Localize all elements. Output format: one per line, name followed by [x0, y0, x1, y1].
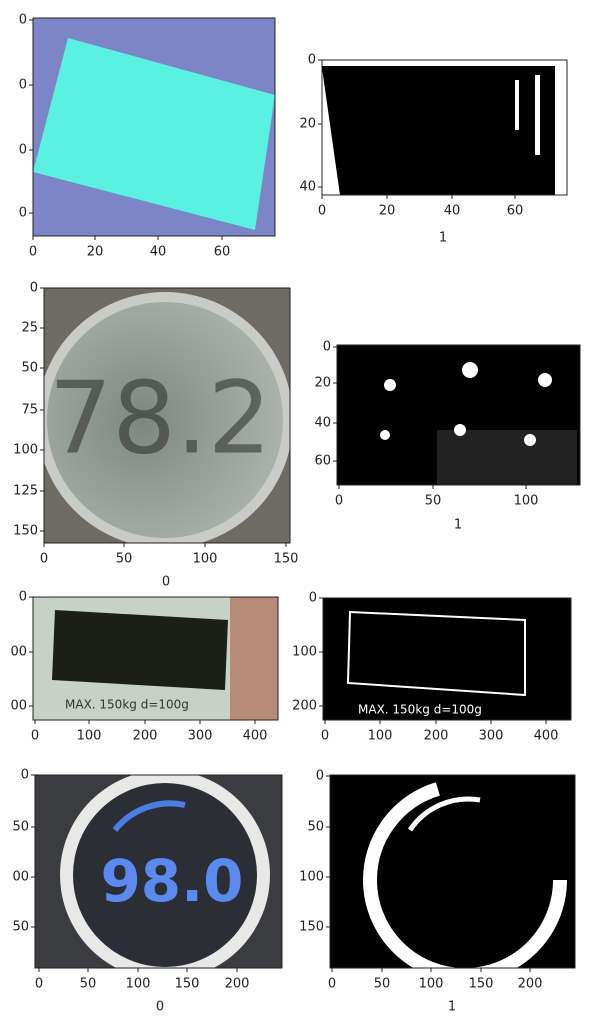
y-tick-label: 0: [19, 590, 27, 605]
x-tick-label: 0: [328, 977, 336, 992]
x-tick-label: 0: [35, 977, 43, 992]
y-tick-label: 0: [19, 13, 27, 28]
x-tick-label: 50: [425, 494, 442, 509]
x-axis-label: 0: [156, 1000, 164, 1015]
x-tick-label: 60: [214, 245, 231, 260]
x-tick-label: 50: [374, 977, 391, 992]
x-tick-label: 150: [274, 552, 299, 567]
y-tick-label: 0: [316, 769, 324, 784]
y-tick-label: 0: [19, 143, 27, 158]
image-2: [322, 60, 567, 195]
y-tick-label: 100: [299, 870, 324, 885]
y-tick-label: 40: [299, 180, 316, 195]
x-tick-label: 100: [368, 729, 393, 744]
x-tick-label: 50: [80, 977, 97, 992]
x-tick-label: 0: [40, 552, 48, 567]
axes-frame: [32, 596, 279, 721]
y-tick-label: 200: [292, 699, 317, 714]
y-tick-label: 0: [308, 53, 316, 68]
x-tick-label: 40: [150, 245, 167, 260]
image-1: [33, 18, 275, 236]
y-tick-label: 0: [30, 281, 38, 296]
images: 78.2 MAX. 150kg d=100g MAX. 150kg d=100g…: [33, 18, 580, 968]
x-axis-label: 1: [454, 518, 462, 533]
x-tick-label: 100: [419, 977, 444, 992]
y-tick-label: 00: [12, 870, 29, 885]
image-3: 78.2: [44, 288, 290, 543]
x-tick-label: 20: [379, 204, 396, 219]
y-tick-label: 100: [292, 645, 317, 660]
x-tick-label: 100: [514, 494, 539, 509]
image-digits: 78.2: [49, 359, 272, 476]
x-tick-label: 20: [87, 245, 104, 260]
x-tick-label: 100: [126, 977, 151, 992]
y-tick-label: 50: [307, 820, 324, 835]
axes-frame: [321, 59, 568, 196]
x-tick-label: 200: [518, 977, 543, 992]
y-tick-label: 150: [299, 920, 324, 935]
image-8: [330, 775, 575, 968]
image-text: MAX. 150kg d=100g: [65, 698, 189, 712]
y-tick-label: 50: [12, 820, 29, 835]
y-tick-label: 25: [21, 321, 38, 336]
y-tick-label: 40: [314, 416, 331, 431]
y-tick-label: 0: [19, 78, 27, 93]
y-tick-label: 20: [314, 376, 331, 391]
axes-frame: [32, 17, 276, 237]
x-tick-label: 300: [479, 729, 504, 744]
x-tick-label: 150: [469, 977, 494, 992]
image-digits: 98.0: [100, 847, 243, 915]
x-tick-label: 0: [29, 245, 37, 260]
x-tick-label: 300: [188, 729, 213, 744]
y-tick-label: 60: [314, 454, 331, 469]
y-tick-label: 0: [323, 340, 331, 355]
y-tick-label: 20: [299, 117, 316, 132]
image-7: 98.0: [35, 775, 282, 968]
image-6: MAX. 150kg d=100g: [323, 598, 571, 720]
image-5: MAX. 150kg d=100g: [33, 597, 278, 720]
x-tick-label: 400: [243, 729, 268, 744]
y-tick-label: 75: [21, 403, 38, 418]
x-tick-label: 100: [193, 552, 218, 567]
x-axis-label: 1: [439, 231, 447, 246]
x-tick-label: 0: [321, 729, 329, 744]
y-tick-label: 125: [13, 484, 38, 499]
x-axis-label: 0: [162, 575, 170, 590]
x-tick-label: 0: [335, 494, 343, 509]
axes-frame: [322, 597, 572, 721]
axes-frame: [329, 774, 576, 969]
axes-frame: [336, 344, 581, 486]
y-tick-label: 0: [21, 768, 29, 783]
x-tick-label: 60: [507, 204, 524, 219]
x-tick-label: 400: [534, 729, 559, 744]
x-tick-label: 200: [225, 977, 250, 992]
x-tick-label: 100: [77, 729, 102, 744]
y-tick-label: 0: [309, 591, 317, 606]
y-tick-label: 50: [21, 361, 38, 376]
x-tick-label: 150: [175, 977, 200, 992]
x-tick-label: 50: [116, 552, 133, 567]
image-text: MAX. 150kg d=100g: [358, 703, 482, 717]
x-tick-label: 200: [133, 729, 158, 744]
x-axis-label: 1: [448, 1000, 456, 1015]
x-tick-label: 40: [444, 204, 461, 219]
x-tick-label: 0: [318, 204, 326, 219]
y-tick-label: 100: [13, 443, 38, 458]
x-tick-label: 0: [31, 729, 39, 744]
y-tick-label: 00: [10, 699, 27, 714]
y-tick-label: 0: [19, 206, 27, 221]
axes-frame: [34, 774, 283, 969]
y-tick-label: 00: [10, 645, 27, 660]
x-tick-label: 200: [424, 729, 449, 744]
y-tick-label: 150: [13, 524, 38, 539]
image-4: [337, 345, 580, 485]
y-tick-label: 50: [12, 920, 29, 935]
axes-frame: [43, 287, 291, 544]
